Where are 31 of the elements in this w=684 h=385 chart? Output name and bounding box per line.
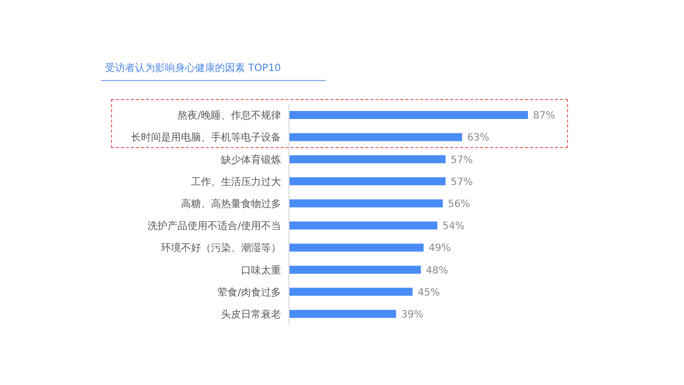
bar	[289, 288, 413, 296]
y-tick-label: 长时间是用电脑、手机等电子设备	[131, 132, 281, 144]
data-label: 87%	[533, 110, 556, 122]
y-tick-label: 高糖、高热量食物过多	[181, 198, 281, 210]
y-tick-label: 工作、生活压力过大	[191, 176, 281, 188]
y-tick-label: 头皮日常衰老	[221, 308, 281, 320]
text: 受访者认为影响身心健康的因素 TOP10	[101, 61, 326, 81]
data-label: 45%	[418, 287, 440, 298]
y-tick-label: 缺少体育锻炼	[221, 154, 281, 166]
y-tick-label: 口味太重	[241, 264, 281, 276]
data-label: 39%	[401, 309, 424, 320]
bar	[289, 111, 528, 119]
bar	[289, 199, 443, 208]
bar	[289, 266, 421, 274]
data-label: 57%	[450, 154, 473, 166]
y-tick-label: 洗护产品使用不适合/使用不当	[148, 220, 281, 232]
bar	[289, 177, 446, 186]
bar	[289, 222, 438, 230]
y-tick-label: 荤食/肉食过多	[218, 286, 281, 298]
bar	[289, 310, 396, 318]
bar	[289, 133, 462, 142]
data-label: 49%	[428, 243, 451, 254]
data-label: 48%	[426, 265, 448, 276]
data-label: 63%	[467, 132, 490, 144]
data-label: 57%	[450, 176, 473, 188]
data-label: 54%	[442, 221, 465, 232]
bar	[289, 244, 424, 252]
data-label: 56%	[448, 198, 470, 210]
bar	[289, 155, 446, 164]
y-tick-label: 环境不好（污染、潮湿等）	[161, 242, 281, 254]
y-tick-label: 熬夜/晚睡、作息不规律	[178, 110, 281, 122]
